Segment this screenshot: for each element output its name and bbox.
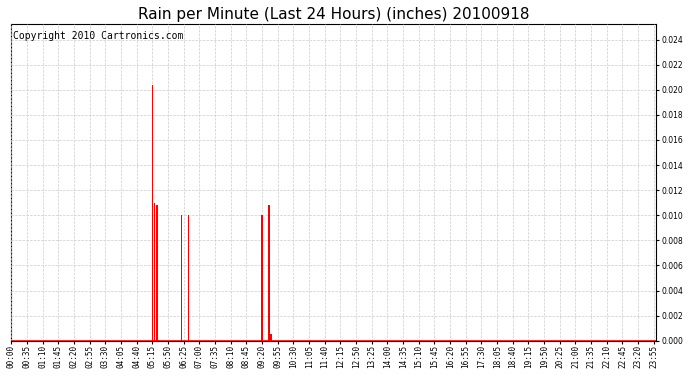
Bar xyxy=(156,205,157,341)
Bar xyxy=(188,215,189,341)
Bar xyxy=(181,215,182,341)
Text: Copyright 2010 Cartronics.com: Copyright 2010 Cartronics.com xyxy=(12,31,183,41)
Bar xyxy=(154,203,155,341)
Title: Rain per Minute (Last 24 Hours) (inches) 20100918: Rain per Minute (Last 24 Hours) (inches)… xyxy=(138,7,529,22)
Bar xyxy=(152,85,153,341)
Bar xyxy=(262,215,263,341)
Bar xyxy=(268,205,270,341)
Bar xyxy=(270,334,272,341)
